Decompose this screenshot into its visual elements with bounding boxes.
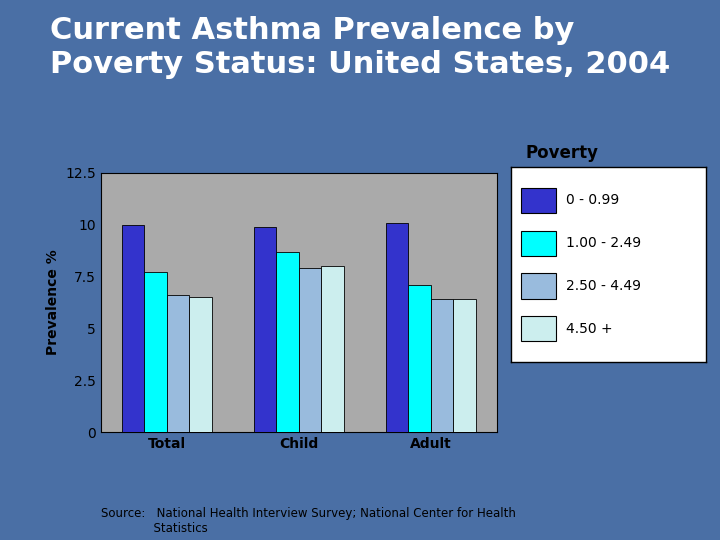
FancyBboxPatch shape [521,188,556,213]
Bar [254,227,276,432]
Text: 2.50 - 4.49: 2.50 - 4.49 [566,279,641,293]
Bar [408,285,431,432]
Text: Source:   National Health Interview Survey; National Center for Health
         : Source: National Health Interview Survey… [101,507,516,535]
Text: 1.00 - 2.49: 1.00 - 2.49 [566,236,641,250]
Bar [386,222,408,432]
Bar [276,252,299,432]
Bar [431,299,454,432]
Bar [167,295,189,432]
Bar [454,299,476,432]
Bar [145,272,167,432]
FancyBboxPatch shape [521,273,556,299]
Bar [122,225,145,432]
FancyBboxPatch shape [521,231,556,256]
Text: 0 - 0.99: 0 - 0.99 [566,193,619,207]
Bar [189,297,212,432]
Text: Poverty: Poverty [526,144,598,162]
Text: 4.50 +: 4.50 + [566,322,612,336]
Y-axis label: Prevalence %: Prevalence % [45,249,60,355]
Text: Current Asthma Prevalence by
Poverty Status: United States, 2004: Current Asthma Prevalence by Poverty Sta… [50,16,670,79]
Bar [321,266,343,432]
Bar [299,268,321,432]
FancyBboxPatch shape [521,316,556,341]
